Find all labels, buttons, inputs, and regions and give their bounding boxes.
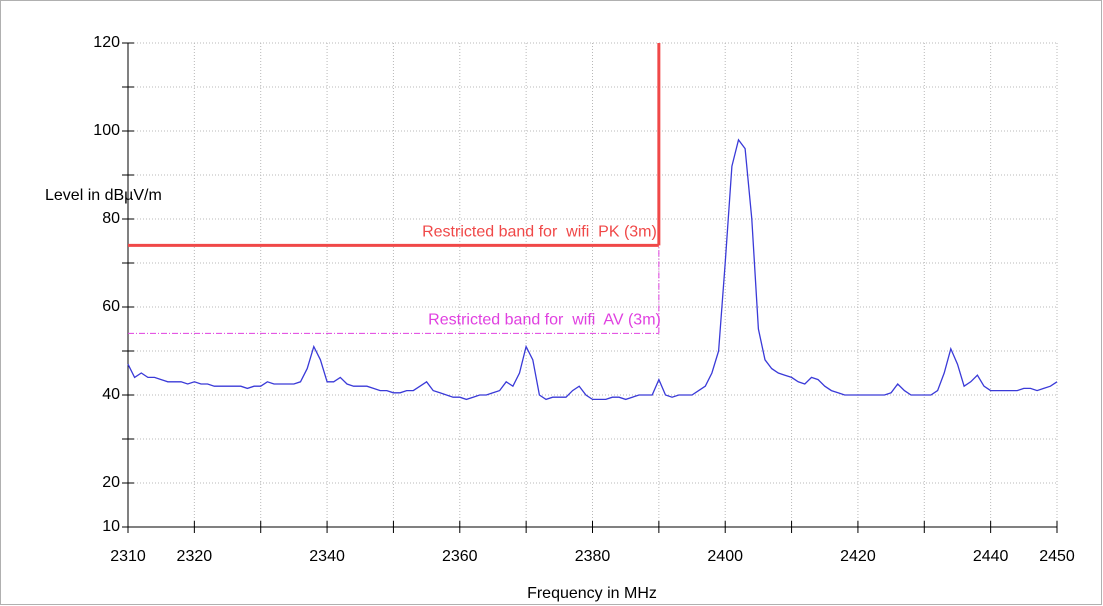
x-tick-label: 2440: [973, 548, 1009, 565]
x-tick-label: 2320: [177, 548, 213, 565]
x-tick-label: 2380: [575, 548, 611, 565]
x-tick-label: 2420: [840, 548, 876, 565]
y-tick-label: 40: [102, 386, 120, 403]
y-tick-label: 10: [102, 518, 120, 535]
x-tick-label: 2310: [110, 548, 146, 565]
limit-label: Restricted band for wifi AV (3m): [428, 312, 661, 329]
x-tick-label: 2340: [309, 548, 345, 565]
x-tick-label: 2400: [707, 548, 743, 565]
y-tick-label: 60: [102, 298, 120, 315]
y-tick-label: 120: [93, 34, 120, 51]
y-tick-label: 20: [102, 474, 120, 491]
x-tick-label: 2450: [1039, 548, 1075, 565]
x-axis-label: Frequency in MHz: [527, 585, 657, 602]
x-tick-label: 2360: [442, 548, 478, 565]
trace: [127, 138, 1058, 401]
limit-label: Restricted band for wifi PK (3m): [422, 224, 657, 241]
y-axis-label: Level in dBµV/m: [45, 187, 162, 204]
y-tick-label: 80: [102, 210, 120, 227]
y-tick-label: 100: [93, 122, 120, 139]
